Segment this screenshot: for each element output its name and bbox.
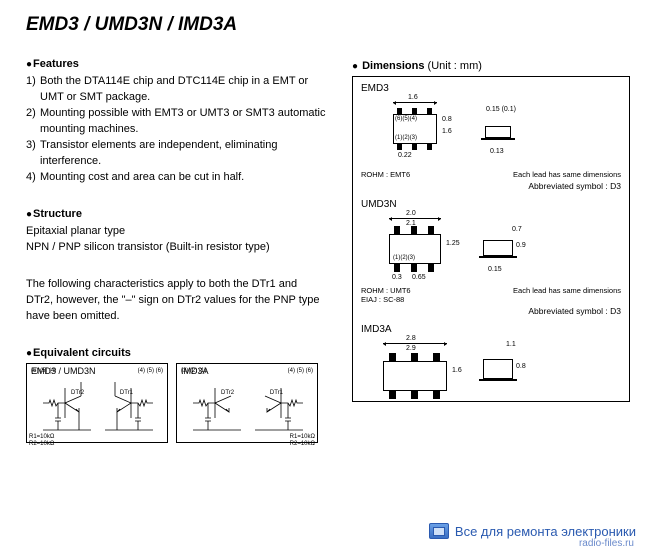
structure-line: NPN / PNP silicon transistor (Built-in r… [26,240,326,256]
watermark: Все для ремонта электроники radio-files.… [429,523,636,539]
list-item: 3)Transistor elements are independent, e… [40,138,326,170]
pkg-emd3: EMD3 1.6 (6)(5)(4) (1)(2)(3) [361,83,621,191]
equiv-heading: Equivalent circuits [26,347,326,359]
features-heading: Features [26,58,326,70]
equiv-box-left: EMD3 / UMD3N [26,363,168,443]
pkg-umd3n: UMD3N 2.0 2.1 (1)(2)(3) 1.25 [361,199,621,316]
list-item: 2)Mounting possible with EMT3 or UMT3 or… [40,106,326,138]
equiv-circuits: EMD3 / UMD3N [26,363,326,443]
dimensions-heading: Dimensions (Unit : mm) [352,60,630,72]
page-title: EMD3 / UMD3N / IMD3A [26,14,326,36]
watermark-text: Все для ремонта электроники [455,524,636,539]
structure-line: Epitaxial planar type [26,224,326,240]
pkg-imd3a: IMD3A 2.8 2.9 1.6 [361,324,621,397]
features-list: 1)Both the DTA114E chip and DTC114E chip… [26,74,326,186]
equiv-box-right: IMD3A [176,363,318,443]
characteristics-note: The following characteristics apply to b… [26,277,326,325]
dimensions-box: EMD3 1.6 (6)(5)(4) (1)(2)(3) [352,76,630,402]
list-item: 1)Both the DTA114E chip and DTC114E chip… [40,74,326,106]
list-item: 4)Mounting cost and area can be cut in h… [40,170,326,186]
structure-heading: Structure [26,208,326,220]
truck-icon [429,523,449,539]
watermark-url: radio-files.ru [579,538,634,549]
